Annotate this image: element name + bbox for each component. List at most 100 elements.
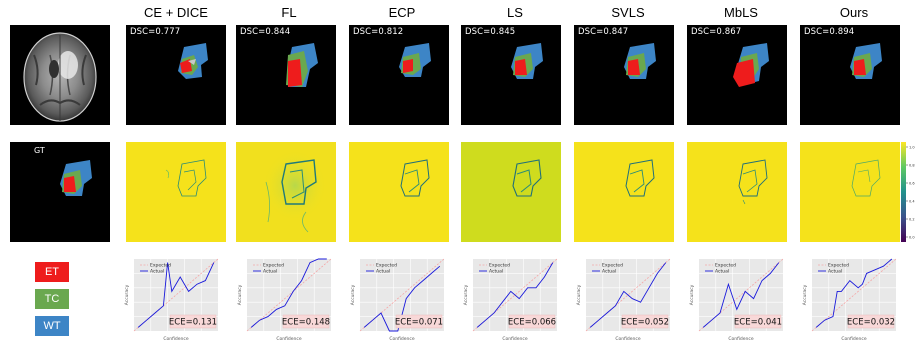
- legend-et: ET: [35, 262, 69, 282]
- ece-box: [621, 314, 669, 329]
- dsc-ce-dice: DSC=0.777: [130, 27, 181, 37]
- y-axis-label: Accuracy: [802, 284, 808, 305]
- calibration-plot-fl: Expected Actual ECE=0.148 Confidence Accurac…: [235, 255, 335, 343]
- ece-value: ECE=0.071: [395, 318, 443, 328]
- ece-box: [282, 314, 330, 329]
- y-axis-label: Accuracy: [463, 284, 469, 305]
- segmentation-ecp: DSC=0.812: [349, 25, 449, 125]
- colorbar: 1.0 0.8 0.6 0.4 0.2 0.0: [901, 142, 915, 242]
- legend-actual-label: Actual: [602, 269, 616, 275]
- legend-actual-label: Actual: [376, 269, 390, 275]
- dsc-svls: DSC=0.847: [578, 27, 629, 37]
- calibration-plot-mbls: Expected Actual ECE=0.041 Confidence Accurac…: [687, 255, 787, 343]
- segmentation-fl: DSC=0.844: [236, 25, 336, 125]
- x-axis-label: Confidence: [276, 336, 302, 342]
- x-axis-label: Confidence: [389, 336, 415, 342]
- ground-truth-image: GT: [10, 142, 110, 242]
- actual-series-line: [363, 265, 441, 332]
- method-title-mbls: MbLS: [724, 5, 758, 20]
- calibration-plot-ours: Expected Actual ECE=0.032 Confidence Accurac…: [800, 255, 900, 343]
- x-axis-label: Confidence: [728, 336, 754, 342]
- method-title-svls: SVLS: [611, 5, 645, 20]
- segmentation-mbls: DSC=0.867: [687, 25, 787, 125]
- legend-expected-label: Expected: [828, 263, 849, 269]
- legend-expected-label: Expected: [150, 263, 171, 269]
- legend-actual-label: Actual: [150, 269, 164, 275]
- legend-actual-label: Actual: [263, 269, 277, 275]
- dsc-fl: DSC=0.844: [240, 27, 291, 37]
- y-axis-label: Accuracy: [124, 284, 130, 305]
- legend-expected-label: Expected: [602, 263, 623, 269]
- method-title-ce-dice: CE + DICE: [144, 5, 208, 20]
- actual-series-line: [250, 258, 327, 328]
- method-title-ours: Ours: [839, 5, 869, 20]
- legend-expected-label: Expected: [489, 263, 510, 269]
- uncertainty-map-ecp: [349, 142, 449, 242]
- uncertainty-map-fl: [236, 142, 336, 242]
- x-axis-label: Confidence: [502, 336, 528, 342]
- dsc-ecp: DSC=0.812: [353, 27, 404, 37]
- dsc-mbls: DSC=0.867: [691, 27, 742, 37]
- method-title-fl: FL: [281, 5, 297, 20]
- uncertainty-map-ours: [800, 142, 900, 242]
- calibration-plot-ecp: Expected Actual ECE=0.071 Confidence Accurac…: [348, 255, 448, 343]
- y-axis-label: Accuracy: [689, 284, 695, 305]
- ece-box: [734, 314, 782, 329]
- dsc-ours: DSC=0.894: [804, 27, 855, 37]
- uncertainty-map-mbls: [687, 142, 787, 242]
- legend-expected-label: Expected: [376, 263, 397, 269]
- ece-box: [169, 314, 217, 329]
- actual-series-line: [702, 262, 780, 328]
- legend-actual-label: Actual: [489, 269, 503, 275]
- actual-series-line: [476, 262, 554, 328]
- x-axis-label: Confidence: [163, 336, 189, 342]
- ece-value: ECE=0.066: [508, 318, 556, 328]
- gt-label: GT: [34, 146, 45, 155]
- legend-tc: TC: [35, 289, 69, 309]
- segmentation-svls: DSC=0.847: [574, 25, 674, 125]
- ece-value: ECE=0.148: [282, 318, 330, 328]
- x-axis-label: Confidence: [841, 336, 867, 342]
- uncertainty-map-svls: [574, 142, 674, 242]
- legend-expected-label: Expected: [715, 263, 736, 269]
- colorbar-tick-label: 0.6: [909, 182, 915, 186]
- ece-box: [847, 314, 895, 329]
- ece-value: ECE=0.131: [169, 318, 217, 328]
- ece-box: [508, 314, 556, 329]
- segmentation-ours: DSC=0.894: [800, 25, 900, 125]
- ece-value: ECE=0.032: [847, 318, 895, 328]
- colorbar-tick-label: 0.0: [909, 236, 915, 240]
- uncertainty-map-ce-dice: [126, 142, 226, 242]
- actual-series-line: [815, 258, 893, 328]
- method-title-ls: LS: [507, 5, 523, 20]
- mri-input-image: [10, 25, 110, 125]
- segmentation-ce-dice: DSC=0.777: [126, 25, 226, 125]
- actual-series-line: [589, 262, 667, 328]
- y-axis-label: Accuracy: [350, 284, 356, 305]
- ece-value: ECE=0.052: [621, 318, 669, 328]
- ece-value: ECE=0.041: [734, 318, 782, 328]
- legend-actual-label: Actual: [828, 269, 842, 275]
- calibration-plot-ls: Expected Actual ECE=0.066 Confidence Accurac…: [461, 255, 561, 343]
- ece-box: [395, 314, 443, 329]
- colorbar-tick-label: 1.0: [909, 146, 915, 150]
- segmentation-ls: DSC=0.845: [461, 25, 561, 125]
- calibration-plot-svls: Expected Actual ECE=0.052 Confidence Accurac…: [574, 255, 674, 343]
- dsc-ls: DSC=0.845: [465, 27, 516, 37]
- expected-series-line: [811, 258, 897, 332]
- expected-series-line: [246, 258, 332, 332]
- colorbar-tick-label: 0.2: [909, 218, 915, 222]
- colorbar-tick-label: 0.4: [909, 200, 915, 204]
- actual-series-line: [137, 262, 215, 328]
- legend-actual-label: Actual: [715, 269, 729, 275]
- calibration-plot-ce-dice: Expected Actual ECE=0.131 Confidence Accurac…: [122, 255, 222, 343]
- legend-wt: WT: [35, 316, 69, 336]
- y-axis-label: Accuracy: [237, 284, 243, 305]
- x-axis-label: Confidence: [615, 336, 641, 342]
